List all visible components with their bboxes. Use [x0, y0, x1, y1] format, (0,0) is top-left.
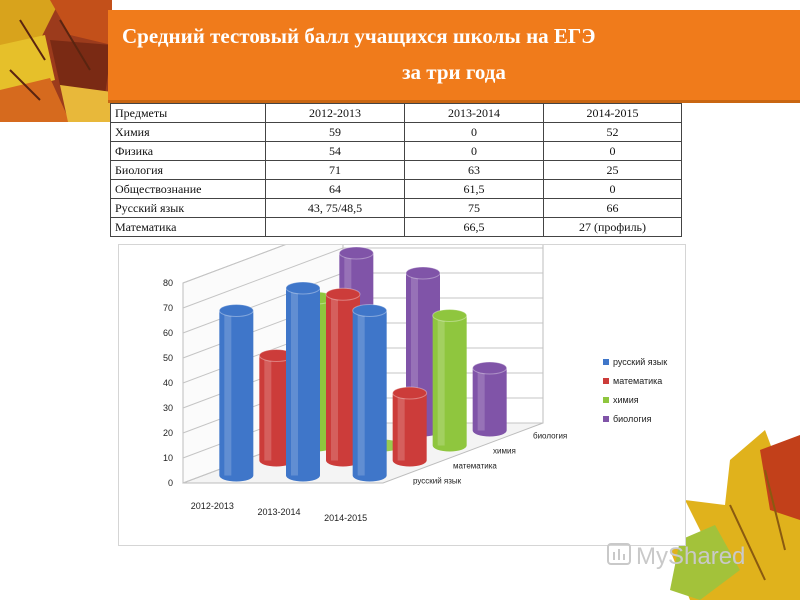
x-tick-label: 2013-2014 [257, 507, 300, 517]
bar-highlight [397, 393, 405, 461]
depth-tick-label: биология [533, 432, 567, 441]
table-cell: 52 [543, 122, 682, 142]
legend-swatch [603, 416, 609, 422]
table-row: Биология 71 63 25 [110, 160, 682, 180]
table-row: Обществознание 64 61,5 0 [110, 179, 682, 199]
table-cell: Химия [110, 122, 266, 142]
depth-tick-label: русский язык [413, 477, 462, 486]
table-cell [265, 217, 405, 237]
table-cell: 54 [265, 141, 405, 161]
bar-highlight [331, 294, 338, 461]
table-cell: Обществознание [110, 179, 266, 199]
table-header-cell: 2012-2013 [265, 103, 405, 123]
autumn-leaves-decoration [0, 0, 112, 122]
bar-top [472, 361, 508, 375]
bar-highlight [411, 273, 418, 431]
watermark-text: MyShared [636, 543, 745, 570]
y-tick-label: 0 [168, 478, 173, 488]
table-row: Русский язык 43, 75/48,5 75 66 [110, 198, 682, 218]
table-cell: 43, 75/48,5 [265, 198, 405, 218]
y-tick-label: 40 [163, 378, 173, 388]
slide-subtitle: за три года [402, 60, 506, 84]
bar-top [352, 304, 388, 317]
table-cell: 63 [404, 160, 544, 180]
bar-top [218, 304, 254, 317]
table-cell: 59 [265, 122, 405, 142]
bar-top [325, 287, 361, 301]
grades-table: Предметы 2012-2013 2013-2014 2014-2015 Х… [110, 103, 682, 237]
table-header-cell: 2013-2014 [404, 103, 544, 123]
table-cell: 0 [543, 141, 682, 161]
table-cell: Биология [110, 160, 266, 180]
y-tick-label: 70 [163, 303, 173, 313]
bar-highlight [357, 310, 365, 476]
bar [219, 310, 254, 482]
y-tick-label: 60 [163, 328, 173, 338]
bar [259, 355, 294, 467]
presentation-icon [607, 543, 631, 565]
table-header-cell: 2014-2015 [543, 103, 682, 123]
table-row: Химия 59 0 52 [110, 122, 682, 142]
y-tick-label: 30 [163, 403, 173, 413]
table-header-cell: Предметы [110, 103, 266, 123]
y-tick-label: 10 [163, 453, 173, 463]
legend-label: русский язык [613, 357, 667, 367]
bar-highlight [437, 315, 445, 446]
table-cell: 75 [404, 198, 544, 218]
table-header-row: Предметы 2012-2013 2013-2014 2014-2015 [110, 103, 682, 123]
x-tick-label: 2014-2015 [324, 513, 367, 523]
title-banner: Средний тестовый балл учащихся школы на … [108, 10, 800, 103]
slide-title: Средний тестовый балл учащихся школы на … [122, 24, 596, 48]
gridline [182, 247, 543, 309]
table-cell: 0 [404, 122, 544, 142]
table-cell: 66 [543, 198, 682, 218]
bar [472, 368, 507, 437]
bar-top [285, 281, 321, 295]
bar-highlight [264, 355, 272, 461]
table-cell: Математика [110, 217, 266, 237]
bar-highlight [291, 288, 298, 476]
legend-label: химия [613, 395, 639, 405]
bar [392, 393, 427, 467]
table-cell: 61,5 [404, 179, 544, 199]
table-row: Физика 54 0 0 [110, 141, 682, 161]
bar [326, 294, 360, 467]
bar [286, 288, 320, 482]
table-cell: 0 [404, 141, 544, 161]
chart-panel: 0 10 20 30 40 50 60 70 80 2012-2013 2013-2014 2014-… [118, 222, 686, 546]
bar [352, 310, 387, 482]
bar-top [432, 309, 468, 322]
bar-highlight [477, 368, 485, 431]
autumn-leaves-decoration [670, 430, 800, 600]
legend-label: математика [613, 376, 662, 386]
depth-tick-label: математика [453, 462, 497, 471]
y-tick-label: 20 [163, 428, 173, 438]
bar-top [392, 386, 428, 400]
y-tick-label: 80 [163, 278, 173, 288]
bar-top [405, 266, 441, 280]
table-cell: Русский язык [110, 198, 266, 218]
table-cell: 0 [543, 179, 682, 199]
x-tick-label: 2012-2013 [191, 501, 234, 511]
bar-highlight [224, 310, 232, 476]
legend-swatch [603, 397, 609, 403]
table-cell: 66,5 [404, 217, 544, 237]
table-cell: 27 (профиль) [543, 217, 682, 237]
depth-tick-label: химия [493, 447, 516, 456]
table-cell: Физика [110, 141, 266, 161]
bar [432, 315, 467, 452]
table-cell: 64 [265, 179, 405, 199]
legend-label: биология [613, 414, 652, 424]
y-tick-label: 50 [163, 353, 173, 363]
legend-swatch [603, 378, 609, 384]
bar-top [338, 246, 374, 260]
legend-swatch [603, 359, 609, 365]
table-row: Математика 66,5 27 (профиль) [110, 217, 682, 237]
myshared-watermark: MyShared [607, 543, 745, 570]
table-cell: 71 [265, 160, 405, 180]
bar-chart: 0 10 20 30 40 50 60 70 80 2012-2013 2013-2014 2014-… [163, 222, 667, 523]
table-cell: 25 [543, 160, 682, 180]
